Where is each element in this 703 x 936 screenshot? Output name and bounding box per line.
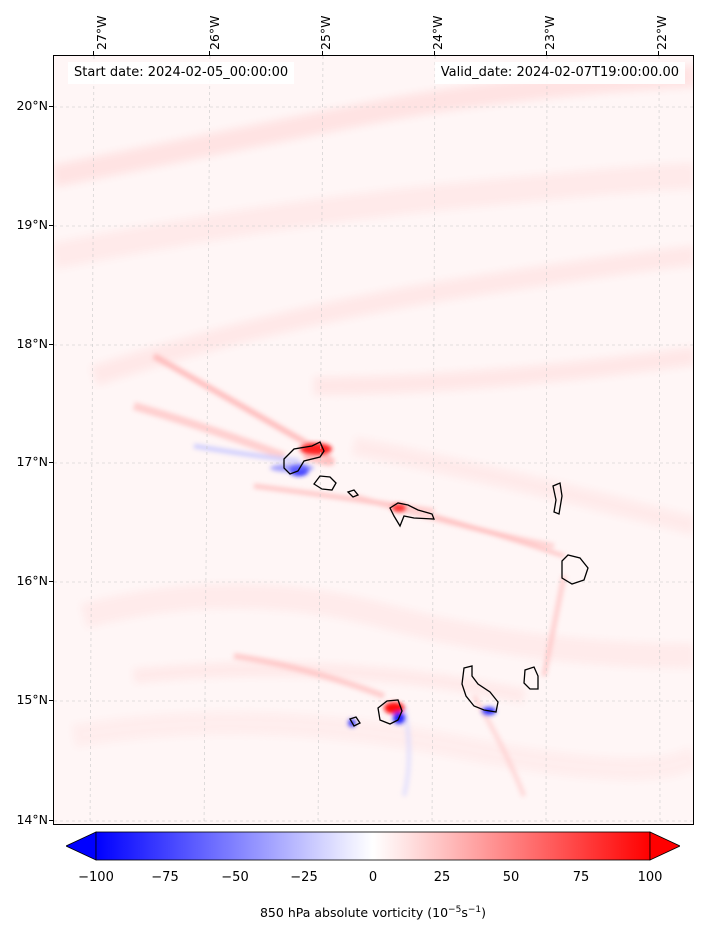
longitude-label-25w: 25°W bbox=[318, 15, 333, 50]
island-boa-vista bbox=[561, 554, 589, 585]
latitude-label-20n: 20°N bbox=[16, 98, 48, 113]
map-gridlines bbox=[54, 56, 693, 824]
colorbar bbox=[66, 831, 680, 861]
latitude-label-18n: 18°N bbox=[16, 336, 48, 351]
colorbar-title: 850 hPa absolute vorticity (10−5s−1) bbox=[259, 905, 486, 921]
valid-date-label: Valid_date: 2024-02-07T19:00:00.00 bbox=[434, 62, 685, 84]
longitude-label-23w: 23°W bbox=[542, 15, 557, 50]
colorbar-min-extension bbox=[66, 831, 97, 861]
colorbar-tick-50: 50 bbox=[502, 870, 520, 885]
start-date-label: Start date: 2024-02-05_00:00:00 bbox=[68, 62, 295, 84]
island-santo-antao bbox=[283, 441, 325, 475]
island-fogo bbox=[377, 699, 403, 725]
map-canvas bbox=[54, 56, 693, 824]
vorticity-map bbox=[53, 55, 694, 825]
island-sao-vicente bbox=[313, 475, 337, 491]
colorbar-max-extension bbox=[649, 831, 680, 861]
longitude-label-24w: 24°W bbox=[430, 15, 445, 50]
colorbar-tick-25: 25 bbox=[433, 870, 451, 885]
colorbar-tick-minus-50: −50 bbox=[221, 870, 249, 885]
latitude-label-15n: 15°N bbox=[16, 692, 48, 707]
colorbar-tick-75: 75 bbox=[572, 870, 590, 885]
latitude-label-16n: 16°N bbox=[16, 573, 48, 588]
latitude-label-17n: 17°N bbox=[16, 454, 48, 469]
colorbar-tick-minus-25: −25 bbox=[290, 870, 318, 885]
colorbar-tick-minus-100: −100 bbox=[78, 870, 114, 885]
longitude-label-27w: 27°W bbox=[94, 15, 109, 50]
latitude-label-19n: 19°N bbox=[16, 217, 48, 232]
island-brava bbox=[349, 716, 361, 727]
longitude-label-22w: 22°W bbox=[654, 15, 669, 50]
island-sao-nicolau bbox=[389, 502, 435, 528]
island-santa-luzia bbox=[346, 489, 360, 498]
longitude-label-26w: 26°W bbox=[207, 15, 222, 50]
colorbar-tick-100: 100 bbox=[637, 870, 663, 885]
colorbar-tick-0: 0 bbox=[368, 870, 378, 885]
island-wake-streaks bbox=[132, 353, 567, 797]
island-sal bbox=[552, 482, 563, 515]
colorbar-gradient bbox=[95, 831, 651, 861]
island-maio bbox=[523, 666, 539, 690]
island-santiago bbox=[461, 665, 499, 713]
latitude-label-14n: 14°N bbox=[16, 812, 48, 827]
island-coastlines bbox=[283, 441, 589, 727]
colorbar-tick-minus-75: −75 bbox=[151, 870, 179, 885]
